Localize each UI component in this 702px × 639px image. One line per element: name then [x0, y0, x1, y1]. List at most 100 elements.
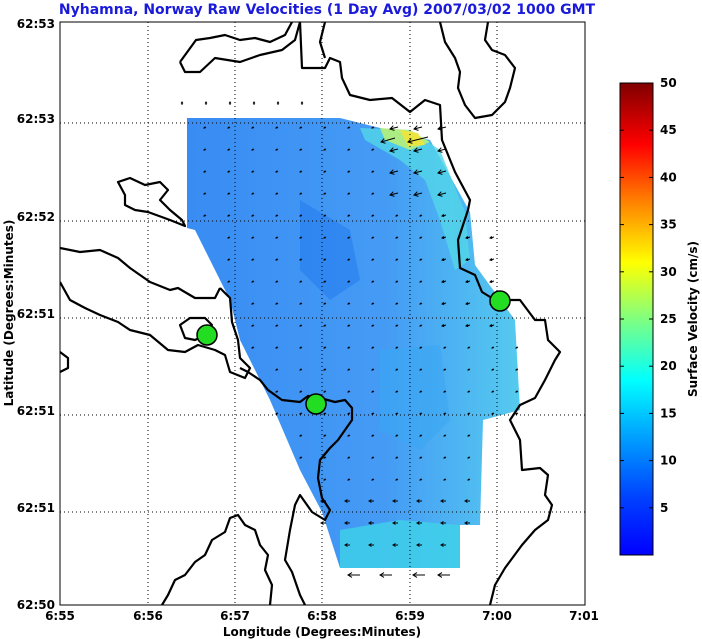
velocity-arrow: [441, 301, 447, 306]
velocity-arrow: [275, 302, 279, 305]
colorbar-tick-label: 40: [660, 170, 677, 184]
chart-title: Nyhamna, Norway Raw Velocities (1 Day Av…: [59, 2, 596, 18]
velocity-arrow: [275, 236, 279, 239]
velocity-arrow: [443, 390, 447, 393]
velocity-arrow: [437, 169, 447, 175]
velocity-arrow: [441, 257, 447, 262]
velocity-arrow: [299, 192, 303, 195]
velocity-arrow: [275, 192, 279, 195]
velocity-arrow: [252, 101, 256, 105]
velocity-arrow: [323, 192, 327, 195]
velocity-arrow: [251, 302, 255, 305]
velocity-arrow: [227, 280, 231, 283]
velocity-arrow: [389, 169, 399, 175]
velocity-arrow: [227, 258, 231, 261]
velocity-arrow: [251, 170, 255, 173]
velocity-arrows: [180, 101, 519, 578]
velocity-arrow: [347, 572, 360, 578]
y-tick-label: 62:51: [17, 501, 55, 515]
velocity-arrow: [323, 236, 327, 239]
velocity-arrow: [467, 346, 471, 349]
velocity-arrow: [392, 499, 398, 503]
velocity-arrow: [227, 214, 231, 217]
velocity-arrow: [323, 324, 327, 327]
colorbar-tick-label: 15: [660, 406, 677, 420]
velocity-arrow: [419, 346, 423, 349]
velocity-arrow: [437, 147, 447, 153]
y-tick-label: 62:51: [17, 307, 55, 321]
velocity-arrow: [251, 346, 255, 349]
velocity-arrow: [395, 434, 399, 437]
velocity-arrow: [276, 101, 280, 105]
velocity-arrow: [323, 170, 327, 173]
velocity-arrow: [371, 456, 375, 459]
velocity-arrow: [395, 368, 399, 371]
velocity-arrow: [464, 521, 470, 525]
velocity-arrow: [407, 136, 429, 144]
velocity-arrow: [300, 101, 304, 105]
velocity-arrow: [347, 148, 351, 151]
velocity-arrow: [467, 390, 471, 393]
velocity-arrow: [320, 521, 326, 525]
velocity-arrow: [395, 302, 399, 305]
velocity-arrow: [380, 137, 396, 144]
velocity-arrow: [419, 390, 423, 393]
colorbar-tick-label: 50: [660, 76, 677, 90]
velocity-arrow: [395, 390, 399, 393]
velocity-arrow: [299, 148, 303, 151]
velocity-arrow: [323, 302, 327, 305]
velocity-arrow: [416, 521, 422, 525]
velocity-arrow: [323, 126, 327, 129]
station-marker-south: [305, 393, 327, 415]
velocity-arrow: [344, 521, 350, 525]
velocity-arrow: [204, 101, 208, 105]
velocity-arrow: [203, 126, 207, 129]
velocity-arrow: [371, 258, 375, 261]
velocity-arrow: [467, 368, 471, 371]
velocity-arrow: [440, 543, 446, 547]
velocity-arrow: [371, 192, 375, 195]
velocity-arrow: [299, 214, 303, 217]
velocity-arrow: [419, 456, 423, 459]
velocity-arrow: [413, 169, 423, 175]
velocity-arrow: [515, 368, 519, 371]
station-marker-west: [196, 324, 218, 346]
velocity-arrow: [467, 412, 471, 415]
velocity-arrow: [419, 412, 423, 415]
colorbar-tick-label: 35: [660, 218, 677, 232]
velocity-arrow: [443, 412, 447, 415]
velocity-arrow: [371, 170, 375, 173]
velocity-arrow: [299, 412, 303, 415]
velocity-arrow: [389, 147, 399, 153]
velocity-arrow: [347, 170, 351, 173]
velocity-arrow: [465, 257, 471, 262]
velocity-arrow: [491, 346, 495, 349]
velocity-arrow: [275, 412, 279, 415]
velocity-arrow: [437, 572, 450, 578]
velocity-arrow: [443, 434, 447, 437]
velocity-arrow: [515, 346, 519, 349]
x-tick-label: 6:56: [133, 609, 163, 623]
velocity-arrow: [413, 125, 423, 131]
velocity-arrow: [323, 412, 327, 415]
velocity-arrow: [379, 572, 392, 578]
velocity-arrow: [416, 499, 422, 503]
velocity-arrow: [371, 478, 375, 481]
y-axis-label: Latitude (Degrees:Minutes): [2, 220, 16, 407]
velocity-south-patch: [340, 520, 460, 568]
velocity-arrow: [299, 456, 303, 459]
x-tick-label: 6:57: [220, 609, 250, 623]
velocity-arrow: [323, 258, 327, 261]
velocity-arrow: [347, 434, 351, 437]
velocity-field: [187, 118, 520, 568]
velocity-arrow: [395, 324, 399, 327]
velocity-arrow: [347, 346, 351, 349]
velocity-arrow: [227, 126, 231, 129]
x-tick-label: 7:00: [482, 609, 512, 623]
velocity-arrow: [489, 323, 495, 328]
x-tick-label: 6:58: [307, 609, 337, 623]
velocity-arrow: [443, 456, 447, 459]
velocity-mid-patch: [380, 345, 450, 450]
velocity-arrow: [275, 258, 279, 261]
